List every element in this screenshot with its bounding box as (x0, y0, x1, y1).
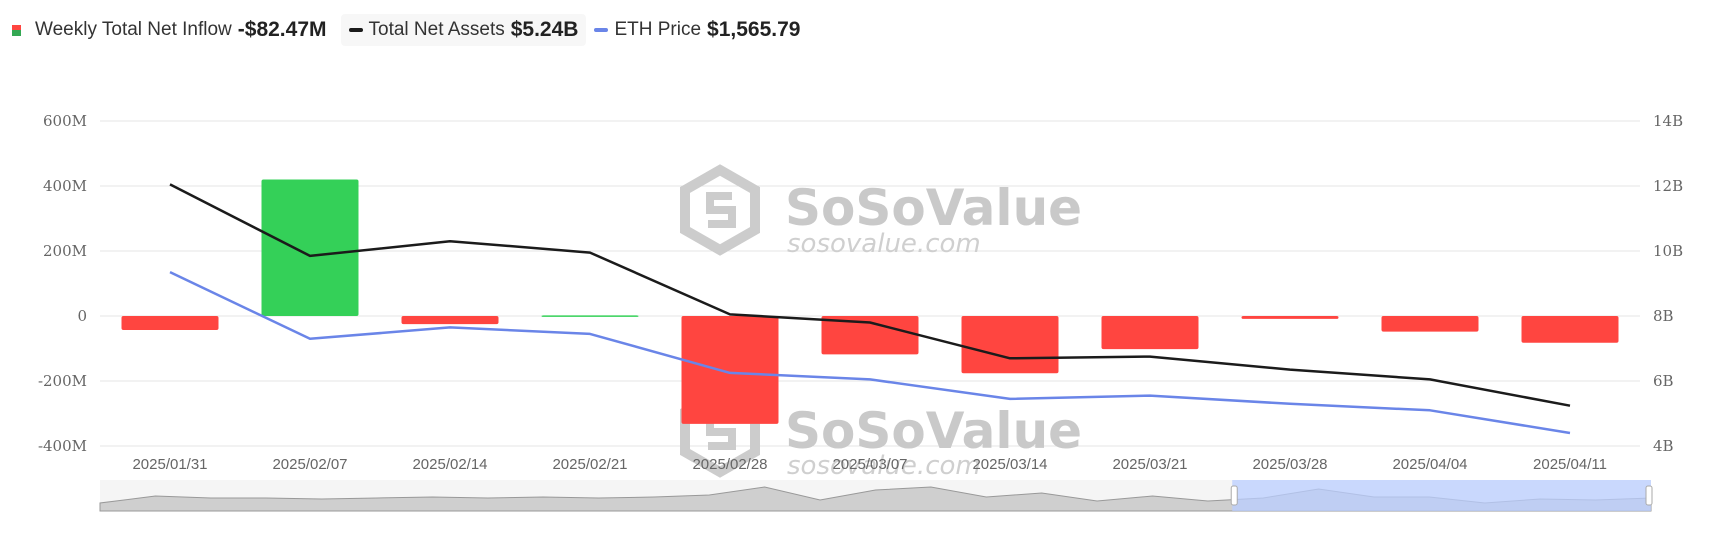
y-left-tick-label: -400M (38, 437, 87, 455)
y-left-tick-label: 200M (43, 242, 87, 260)
y-right-tick-label: 8B (1653, 307, 1674, 325)
watermark-bottom: SoSoValue sosovalue.com (680, 386, 1082, 481)
x-tick-label: 2025/04/11 (1533, 456, 1607, 473)
navigator-right-handle[interactable] (1645, 485, 1653, 506)
eth-label: ETH Price (614, 19, 702, 40)
x-tick-label: 2025/02/28 (692, 456, 767, 473)
x-tick-label: 2025/04/04 (1392, 456, 1467, 473)
inflow-bars (121, 179, 1619, 424)
legend-item-eth[interactable]: ETH Price $1,565.79 (594, 14, 812, 46)
x-tick-label: 2025/01/31 (132, 456, 207, 473)
inflow-bar[interactable] (1101, 316, 1199, 350)
watermarks: SoSoValue sosovalue.com SoSoValue sosova… (680, 164, 1082, 481)
y-left-tick-label: 400M (43, 177, 87, 195)
watermark-site-2: sosovalue.com (787, 451, 981, 481)
assets-line-swatch-icon (348, 28, 363, 32)
inflow-bar[interactable] (1381, 316, 1479, 332)
inflow-value: -$82.47M (237, 18, 327, 41)
y-left-tick-label: 0 (77, 307, 87, 325)
inflow-bar[interactable] (961, 316, 1059, 374)
y-left-tick-label: 600M (43, 112, 87, 130)
x-tick-label: 2025/03/21 (1112, 456, 1187, 473)
assets-label: Total Net Assets (368, 19, 505, 40)
legend-item-assets[interactable]: Total Net Assets $5.24B (340, 14, 587, 46)
x-tick-label: 2025/03/07 (832, 456, 907, 473)
eth-line-swatch-icon (594, 28, 609, 32)
y-right-tick-label: 4B (1653, 437, 1674, 455)
total-net-assets-line[interactable] (169, 183, 1571, 407)
range-navigator[interactable] (99, 480, 1653, 512)
inflow-bar[interactable] (681, 316, 779, 424)
y-axis-left: 600M 400M 200M 0 -200M -400M (38, 112, 87, 455)
inflow-bar[interactable] (541, 315, 639, 317)
inflow-bar[interactable] (401, 316, 499, 325)
watermark-logo-icon (680, 164, 760, 256)
x-tick-label: 2025/02/07 (272, 456, 347, 473)
watermark-site: sosovalue.com (787, 229, 981, 259)
inflow-bar[interactable] (121, 316, 219, 330)
eth-price-line[interactable] (169, 270, 1571, 435)
y-right-tick-label: 10B (1653, 242, 1683, 260)
legend-item-inflow[interactable]: Weekly Total Net Inflow -$82.47M (12, 14, 339, 46)
y-right-tick-label: 14B (1653, 112, 1683, 130)
y-axis-right: 14B 12B 10B 8B 6B 4B (1653, 112, 1683, 455)
watermark-brand: SoSoValue (785, 179, 1082, 237)
watermark-brand-2: SoSoValue (785, 402, 1082, 460)
watermark-top: SoSoValue sosovalue.com (680, 164, 1082, 259)
series-lines (169, 183, 1571, 435)
eth-value: $1,565.79 (707, 18, 801, 41)
inflow-bar[interactable] (261, 179, 359, 317)
inflow-bar[interactable] (821, 316, 919, 355)
x-axis: 2025/01/31 2025/02/07 2025/02/14 2025/02/21… (132, 456, 1607, 473)
x-tick-label: 2025/03/14 (972, 456, 1047, 473)
x-tick-label: 2025/02/21 (552, 456, 627, 473)
navigator-selection[interactable] (1232, 480, 1651, 511)
inflow-bar[interactable] (1241, 316, 1339, 319)
inflow-swatch-icon (12, 24, 21, 36)
inflow-label: Weekly Total Net Inflow (35, 19, 232, 40)
legend: Weekly Total Net Inflow -$82.47M Total N… (12, 14, 814, 46)
assets-value: $5.24B (510, 18, 579, 41)
y-right-tick-label: 12B (1653, 177, 1683, 195)
y-right-tick-label: 6B (1653, 372, 1674, 390)
y-left-tick-label: -200M (38, 372, 87, 390)
navigator-left-handle[interactable] (1230, 485, 1238, 506)
x-tick-label: 2025/03/28 (1252, 456, 1327, 473)
inflow-bar[interactable] (1521, 316, 1619, 343)
x-tick-label: 2025/02/14 (412, 456, 487, 473)
